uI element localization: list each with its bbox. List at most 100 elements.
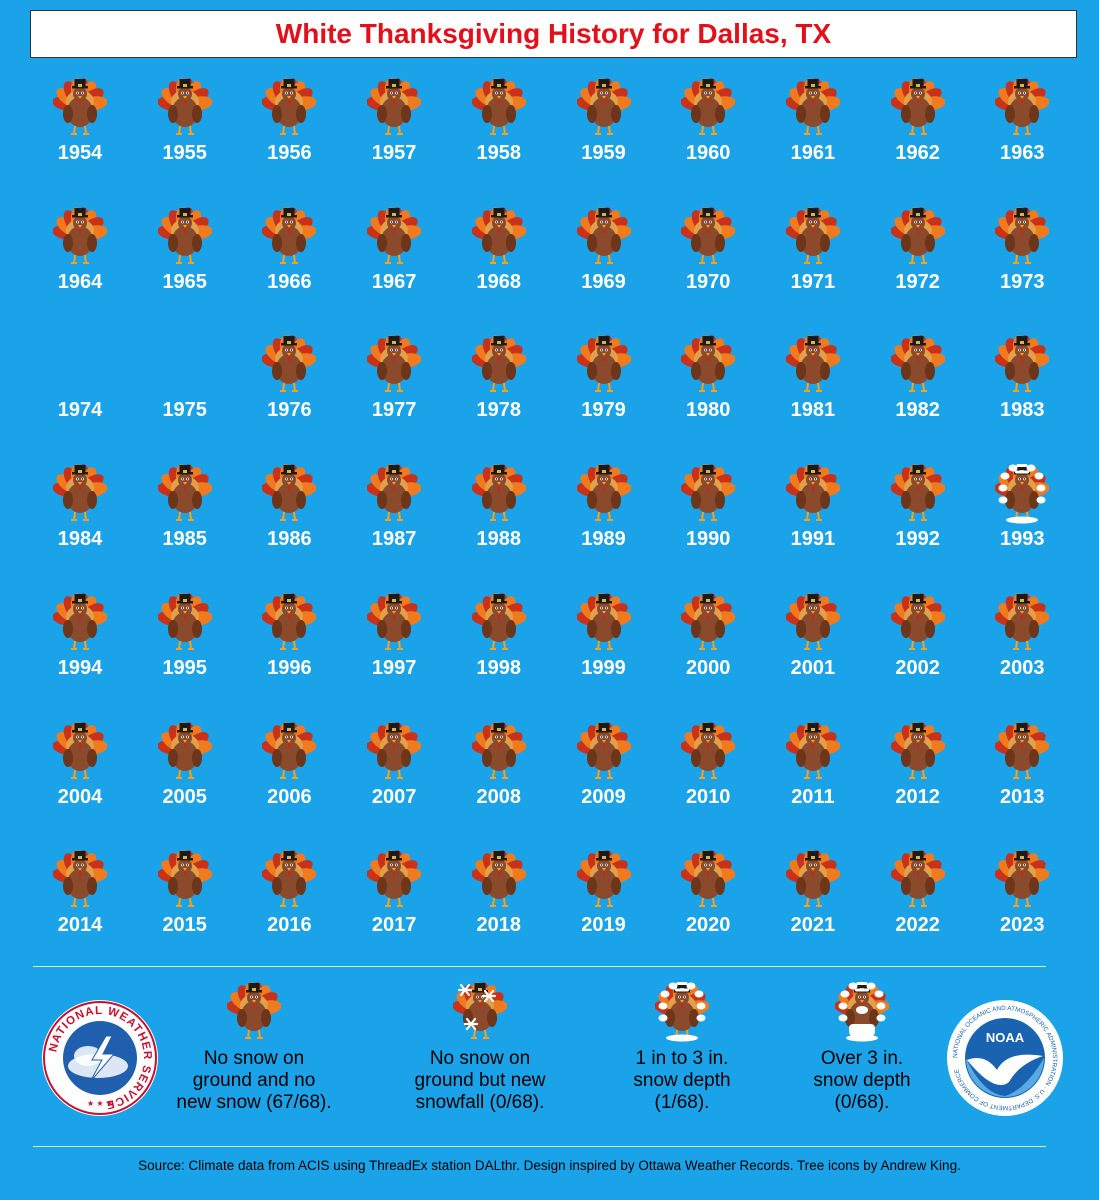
year-label: 2003 <box>1000 656 1045 679</box>
year-label: 2018 <box>476 914 522 937</box>
year-cell-1962: 1962 <box>866 72 970 190</box>
year-cell-2005: 2005 <box>133 716 237 834</box>
year-cell-2000: 2000 <box>656 587 760 705</box>
year-label: 2023 <box>1000 914 1045 937</box>
year-cell-1986: 1986 <box>237 458 341 576</box>
year-label: 1963 <box>1000 142 1045 164</box>
year-label: 1984 <box>57 528 103 551</box>
year-cell-1995: 1995 <box>133 587 237 705</box>
year-cell-1973: 1973 <box>970 201 1074 319</box>
year-cell-1970: 1970 <box>656 201 760 319</box>
year-label: 1974 <box>57 399 103 422</box>
year-label: 1996 <box>267 656 312 679</box>
year-cell-2015: 2015 <box>133 844 237 962</box>
year-label: 1999 <box>581 656 626 679</box>
year-label: 1985 <box>162 528 207 551</box>
year-cell-1965: 1965 <box>133 201 237 319</box>
year-label: 1983 <box>1000 399 1045 422</box>
year-label: 1969 <box>581 270 626 293</box>
year-cell-1992: 1992 <box>866 458 970 576</box>
year-cell-2012: 2012 <box>866 716 970 834</box>
year-label: 1973 <box>1000 270 1045 293</box>
year-cell-2002: 2002 <box>866 587 970 705</box>
year-label: 1977 <box>371 399 417 422</box>
year-cell-2011: 2011 <box>761 716 865 834</box>
noaa-logo-text: NOAA <box>986 1030 1025 1045</box>
year-cell-1964: 1964 <box>28 201 132 319</box>
year-label: 1987 <box>371 528 417 551</box>
year-cell-2023: 2023 <box>970 844 1074 962</box>
year-label: 2011 <box>791 785 835 808</box>
year-cell-1971: 1971 <box>761 201 865 319</box>
year-label: 1957 <box>371 142 417 164</box>
year-cell-2022: 2022 <box>866 844 970 962</box>
year-cell-1981: 1981 <box>761 329 865 447</box>
year-label: 2002 <box>895 656 940 679</box>
year-cell-1978: 1978 <box>447 329 551 447</box>
year-cell-1979: 1979 <box>552 329 656 447</box>
year-label: 2014 <box>57 914 103 937</box>
year-cell-2019: 2019 <box>552 844 656 962</box>
legend-text: No snow on ground but new snowfall (0/68… <box>414 1048 546 1113</box>
year-cell-1985: 1985 <box>133 458 237 576</box>
year-cell-2013: 2013 <box>970 716 1074 834</box>
year-cell-1972: 1972 <box>866 201 970 319</box>
year-label: 1979 <box>581 399 626 422</box>
year-cell-1960: 1960 <box>656 72 760 190</box>
year-label: 2010 <box>685 785 731 808</box>
year-label: 2019 <box>581 914 626 937</box>
year-label: 1992 <box>895 528 940 551</box>
year-cell-2017: 2017 <box>342 844 446 962</box>
year-cell-1957: 1957 <box>342 72 446 190</box>
year-label: 1970 <box>685 270 731 293</box>
year-cell-2010: 2010 <box>656 716 760 834</box>
year-cell-1984: 1984 <box>28 458 132 576</box>
year-label: 2009 <box>581 785 626 808</box>
year-cell-1989: 1989 <box>552 458 656 576</box>
year-label: 1993 <box>1000 528 1045 551</box>
year-label: 1980 <box>685 399 731 422</box>
year-cell-1975: 1975 <box>133 329 237 447</box>
year-label: 1966 <box>267 270 312 293</box>
year-label: 1990 <box>685 528 731 551</box>
year-label: 1958 <box>476 142 522 164</box>
year-cell-1966: 1966 <box>237 201 341 319</box>
year-cell-2009: 2009 <box>552 716 656 834</box>
year-cell-1959: 1959 <box>552 72 656 190</box>
year-cell-1983: 1983 <box>970 329 1074 447</box>
year-label: 1988 <box>476 528 522 551</box>
year-label: 1965 <box>162 270 207 293</box>
year-cell-1999: 1999 <box>552 587 656 705</box>
year-cell-1991: 1991 <box>761 458 865 576</box>
year-label: 1978 <box>476 399 522 422</box>
divider-bottom <box>33 1146 1046 1147</box>
year-cell-1974: 1974 <box>28 329 132 447</box>
legend-text: No snow on ground and no new snow (67/68… <box>176 1048 332 1113</box>
year-cell-1990: 1990 <box>656 458 760 576</box>
year-label: 1989 <box>581 528 626 551</box>
year-label: 1998 <box>476 656 522 679</box>
year-label: 2001 <box>790 656 836 679</box>
year-label: 2004 <box>57 785 103 808</box>
year-cell-1980: 1980 <box>656 329 760 447</box>
legend-text: 1 in to 3 in. snow depth (1/68). <box>633 1048 731 1113</box>
year-label: 2022 <box>895 914 940 937</box>
year-label: 2020 <box>685 914 731 937</box>
divider-top <box>33 966 1046 967</box>
year-label: 1959 <box>581 142 626 164</box>
year-cell-1977: 1977 <box>342 329 446 447</box>
year-cell-2006: 2006 <box>237 716 341 834</box>
year-label: 1994 <box>57 656 103 679</box>
year-label: 2012 <box>895 785 940 808</box>
year-cell-2016: 2016 <box>237 844 341 962</box>
year-label: 1986 <box>267 528 312 551</box>
year-label: 1967 <box>371 270 417 293</box>
year-cell-1996: 1996 <box>237 587 341 705</box>
year-label: 2006 <box>267 785 312 808</box>
year-cell-2003: 2003 <box>970 587 1074 705</box>
year-cell-2018: 2018 <box>447 844 551 962</box>
year-label: 1956 <box>267 142 312 164</box>
year-cell-1968: 1968 <box>447 201 551 319</box>
year-cell-1969: 1969 <box>552 201 656 319</box>
year-label: 1991 <box>790 528 836 551</box>
